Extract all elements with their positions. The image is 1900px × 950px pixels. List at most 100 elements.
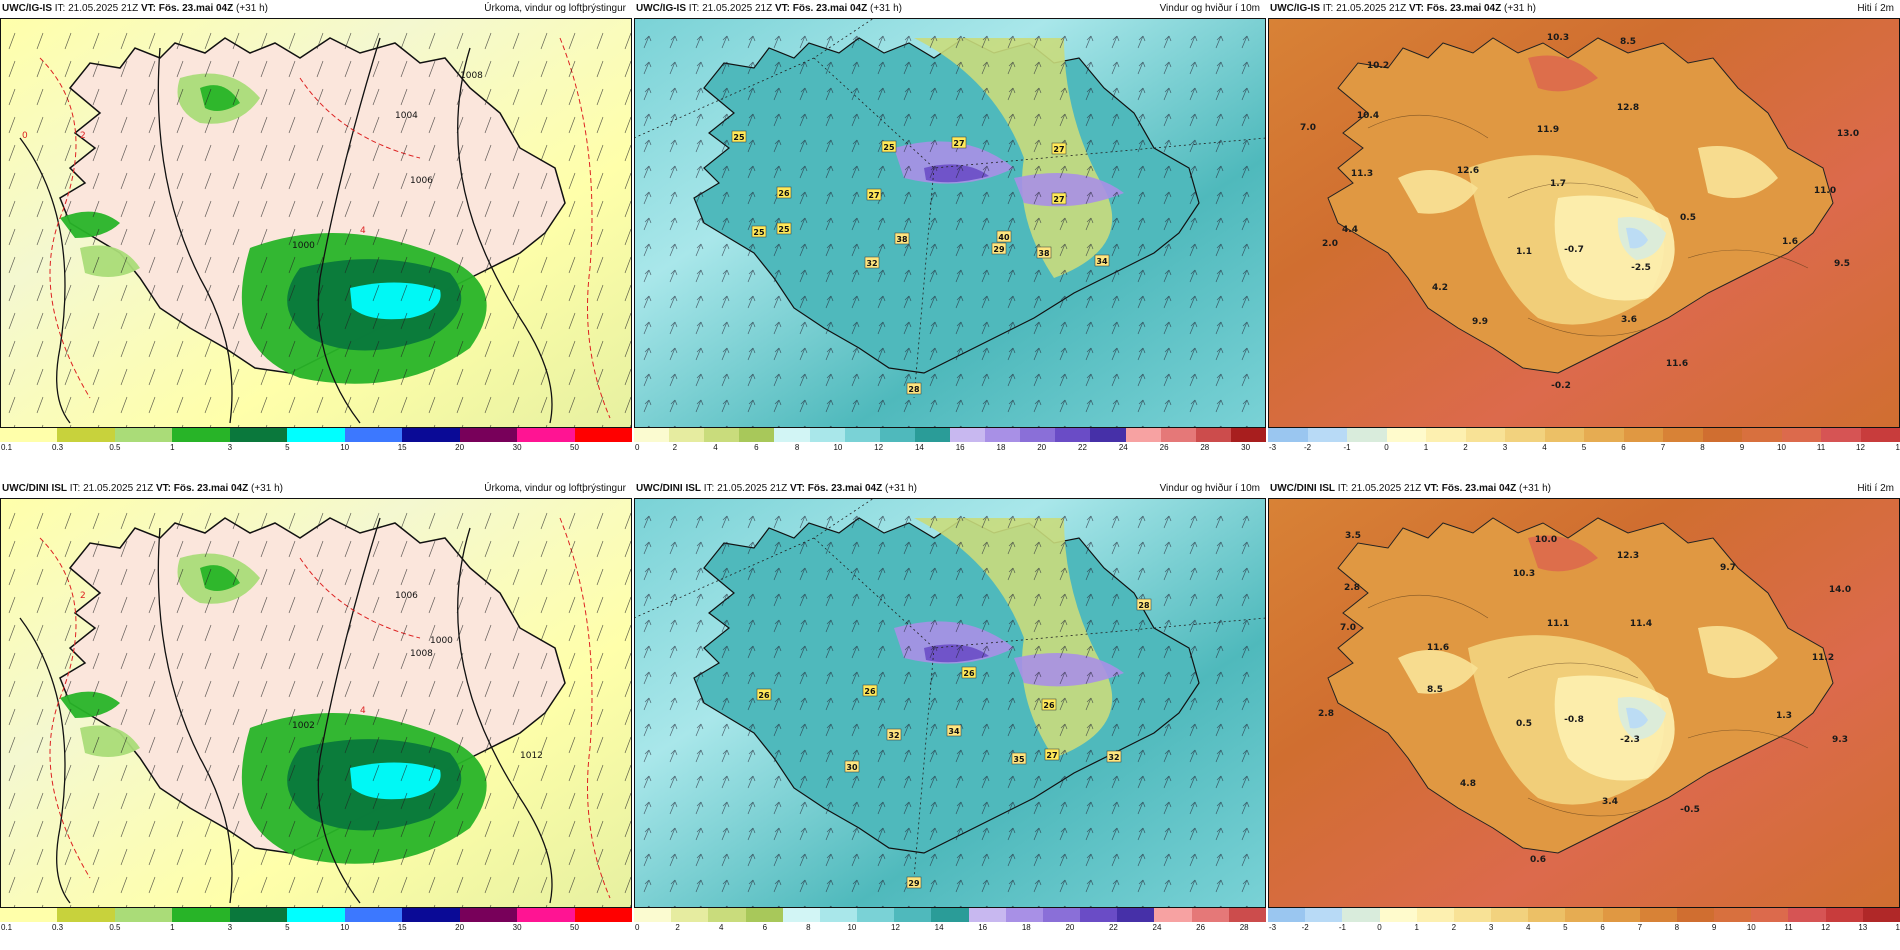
colorbar-segment <box>1160 428 1197 442</box>
colorbar-segment <box>1342 908 1381 922</box>
gust-label: 35 <box>1013 755 1025 764</box>
temperature-label: 9.5 <box>1834 259 1850 269</box>
colorbar-tick-label: 28 <box>1239 923 1249 932</box>
gust-badge <box>886 728 902 741</box>
colorbar-tick-label: 0.5 <box>109 923 121 932</box>
colorbar-ticks: -3-2-101234567891011121314 <box>1268 922 1900 936</box>
colorbar-segment <box>1230 428 1266 442</box>
colorbar-segment <box>704 428 740 442</box>
model-name: UWC/DINI ISL <box>636 483 701 494</box>
temperature-label: 4.8 <box>1460 779 1476 789</box>
gust-badge <box>862 684 878 697</box>
colorbar-segment <box>1125 428 1162 442</box>
colorbar-tick-label: 8 <box>1700 443 1705 452</box>
field-title: Vindur og hviður í 10m <box>1159 3 1260 14</box>
gust-label: 30 <box>846 763 858 772</box>
colorbar-segment <box>968 908 1007 922</box>
colorbar-tick-label: 0 <box>635 923 640 932</box>
colorbar-tick-label: 8 <box>794 443 800 452</box>
colorbar-tick-label: 10 <box>833 443 843 452</box>
gust-badge <box>946 724 962 737</box>
gust-label: 25 <box>778 225 790 234</box>
gust-label: 26 <box>864 687 876 696</box>
temperature-label: -2.3 <box>1620 735 1640 745</box>
gust-label: 27 <box>1053 145 1064 154</box>
gust-label: 27 <box>1053 195 1064 204</box>
gust-badge <box>756 688 772 701</box>
colorbar-segment <box>344 908 403 922</box>
colorbar-tick-label: 0.3 <box>51 923 64 932</box>
colorbar-segment <box>1623 428 1664 442</box>
contour-label: 1008 <box>460 71 483 81</box>
temperature-label: 9.9 <box>1472 317 1488 327</box>
valid-time: Fös. 23.mai 04Z <box>807 483 883 494</box>
gust-badge <box>1036 246 1052 259</box>
colorbar-tick-label: 5 <box>285 443 290 452</box>
gust-badge <box>881 140 897 153</box>
temperature-label: 14.0 <box>1829 585 1851 595</box>
colorbar-tick-label: 10 <box>340 443 350 452</box>
lead-time: (+31 h) <box>870 3 902 14</box>
lead-time: (+31 h) <box>236 3 268 14</box>
weather-map: 10.3 8.5 10.2 7.0 10.4 12.8 11.9 13.0 11.3 12.6 1.… <box>1268 18 1900 428</box>
colorbar-tick-label: 24 <box>1118 443 1128 452</box>
colorbar-tick-label: 18 <box>1021 923 1031 932</box>
contour-label: 0 <box>22 131 28 141</box>
gust-label: 27 <box>953 139 964 148</box>
colorbar-segment <box>1117 908 1155 922</box>
field-title: Hiti í 2m <box>1857 483 1894 494</box>
colorbar-tick-label: 24 <box>1152 923 1162 932</box>
gust-badge <box>1041 698 1057 711</box>
colorbar-segment <box>1379 908 1418 922</box>
temperature-label: -2.5 <box>1631 263 1651 273</box>
gust-label: 34 <box>948 727 960 736</box>
gust-badge <box>906 876 922 889</box>
model-name: UWC/DINI ISL <box>1270 483 1335 494</box>
colorbar-segment <box>708 908 747 922</box>
colorbar-tick-label: 30 <box>1241 443 1251 452</box>
temperature-label: 11.2 <box>1812 653 1834 663</box>
colorbar-segment <box>402 908 461 922</box>
colorbar <box>634 908 1266 922</box>
colorbar-segment <box>857 908 895 922</box>
gust-badge <box>951 136 967 149</box>
init-time: IT: 21.05.2025 21Z <box>703 483 788 494</box>
gust-badge <box>991 242 1007 255</box>
colorbar-ticks: 0.1 0.3 0.5 1 3 5 10 15 20 30 50 <box>0 922 632 936</box>
temperature-label: 11.4 <box>1630 619 1652 629</box>
colorbar-tick-label: 3 <box>1488 923 1494 932</box>
colorbar-tick-label: 26 <box>1196 923 1206 932</box>
colorbar-segment <box>1416 908 1455 922</box>
temperature-label: 12.6 <box>1457 166 1479 176</box>
colorbar-segment <box>459 428 518 442</box>
panel-header-left: UWC/DINI ISL IT: 21.05.2025 21Z VT: Fös.… <box>1270 480 1551 498</box>
map-panel-r2c1: UWC/DINI ISL IT: 21.05.2025 21Z VT: Fös.… <box>0 480 632 938</box>
map-panel-r1c2: UWC/IG-IS IT: 21.05.2025 21Z VT: Fös. 23… <box>634 0 1266 458</box>
temperature-label: 0.5 <box>1680 213 1696 223</box>
colorbar-segment <box>1005 908 1044 922</box>
panel-header-left: UWC/IG-IS IT: 21.05.2025 21Z VT: Fös. 23… <box>636 0 902 18</box>
colorbar-tick-label: 6 <box>754 443 759 452</box>
gust-badge <box>996 230 1012 243</box>
colorbar-tick-label: 0 <box>635 443 640 452</box>
colorbar-tick-label: 26 <box>1159 443 1169 452</box>
model-name: UWC/IG-IS <box>1270 3 1320 14</box>
colorbar-segment <box>57 908 116 922</box>
colorbar-segment <box>517 428 576 442</box>
init-time: IT: 21.05.2025 21Z <box>1322 3 1407 14</box>
colorbar-segment <box>57 428 116 442</box>
colorbar-segment <box>172 908 231 922</box>
gust-label: 32 <box>1108 753 1119 762</box>
temperature-label: 1.1 <box>1516 247 1532 257</box>
colorbar-tick-label: 1 <box>170 443 175 452</box>
model-name: UWC/IG-IS <box>636 3 686 14</box>
contour-label: 1000 <box>292 241 315 251</box>
temperature-label: 8.5 <box>1427 685 1443 695</box>
colorbar-segment <box>1860 428 1900 442</box>
temperature-label: 2.8 <box>1344 583 1360 593</box>
temperature-label: 11.6 <box>1666 359 1688 369</box>
field-title: Úrkoma, vindur og loftþrýstingur <box>484 483 626 494</box>
colorbar-ticks: 0 2 4 6 8 10 12 14 16 18 20 22 24 26 28 30 <box>634 442 1266 456</box>
weather-map: 3.5 10.0 12.3 2.8 10.3 9.7 14.0 7.0 11.1 11.4 11.6… <box>1268 498 1900 908</box>
